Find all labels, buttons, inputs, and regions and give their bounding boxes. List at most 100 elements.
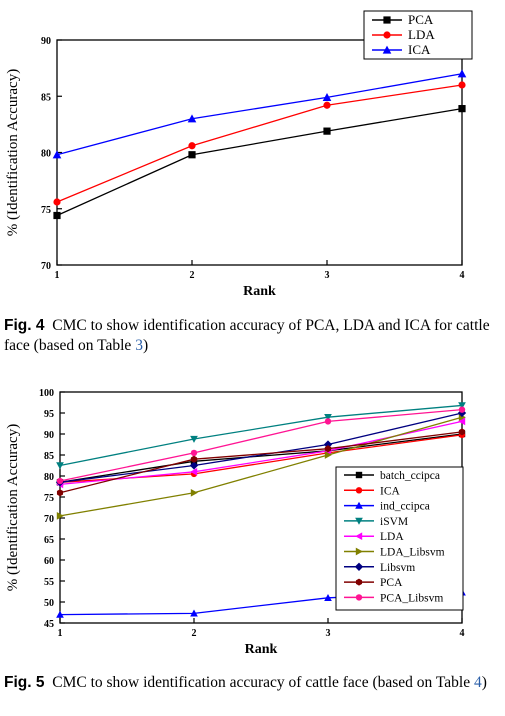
fig4-x-tick-label: 4	[460, 270, 465, 281]
fig4-series-lda	[53, 81, 466, 206]
fig4-y-tick-label: 85	[41, 92, 51, 103]
fig5-legend-marker	[354, 562, 364, 571]
fig5-y-tick-label: 85	[44, 451, 54, 462]
fig5-data-point	[324, 451, 332, 459]
fig4-data-point	[188, 151, 196, 159]
fig5-legend-marker	[355, 532, 363, 541]
fig5-x-tick-label: 4	[460, 628, 465, 639]
fig5-legend-marker	[355, 501, 363, 509]
fig5-legend-label: batch_ccipca	[380, 470, 440, 482]
fig4-legend-marker	[383, 31, 391, 39]
fig5-legend-marker	[355, 487, 363, 494]
fig5-series-pca-libsvm	[56, 406, 466, 485]
fig5-data-point	[190, 449, 198, 457]
fig4-legend-label: ICA	[408, 42, 431, 57]
fig5-legend-marker	[355, 547, 363, 556]
fig4-y-tick-label: 80	[41, 149, 51, 160]
fig4-x-tick-label: 3	[325, 270, 330, 281]
fig4-legend-marker	[383, 16, 391, 24]
fig5-y-tick-label: 90	[44, 430, 54, 441]
fig4-legend-marker	[382, 45, 392, 54]
fig5-data-point	[324, 445, 332, 453]
fig5-data-point	[324, 418, 332, 425]
fig4-x-tick-label: 2	[190, 270, 195, 281]
fig4-data-point	[323, 127, 331, 135]
fig5-series-line	[59, 412, 463, 483]
fig5-legend-label: PCA	[380, 577, 403, 589]
fig5-x-tick-label: 2	[192, 628, 197, 639]
fig5-data-point	[458, 402, 466, 410]
fig4-y-tick-label: 75	[41, 205, 51, 216]
fig5-y-tick-label: 60	[44, 556, 54, 567]
fig4-data-point	[188, 142, 196, 150]
fig5-series-pca	[56, 428, 466, 497]
fig4-y-tick-label: 90	[41, 36, 51, 47]
fig4-y-axis-label: % (Identification Accuracy)	[5, 69, 21, 236]
fig4-data-point	[458, 105, 466, 113]
fig5-data-point	[324, 593, 332, 601]
fig4-data-point	[457, 69, 467, 78]
fig4-series-line	[56, 107, 463, 217]
fig4-series-pca	[53, 105, 466, 220]
fig5-legend-label: LDA	[380, 531, 404, 543]
fig5-y-tick-label: 70	[44, 514, 54, 525]
fig5-data-point	[56, 512, 64, 520]
fig5-legend-label: iSVM	[380, 516, 408, 528]
fig5-legend: batch_ccipca ICA ind_ccipca iSVM LDA LDA_Libs…	[335, 466, 464, 611]
caption-fig5-label: Fig. 5	[4, 674, 45, 691]
fig5-series-line	[59, 416, 463, 517]
fig5-data-point	[190, 467, 198, 476]
caption-fig4-table-ref[interactable]: 3	[135, 337, 143, 354]
caption-fig5-table-ref[interactable]: 4	[473, 674, 482, 691]
fig5-data-point	[323, 440, 333, 449]
fig4-plot-frame	[56, 39, 463, 266]
fig5-data-point	[457, 408, 467, 418]
fig5-series-line	[59, 408, 463, 482]
fig5-data-point	[190, 488, 198, 497]
fig4-data-point	[322, 93, 332, 101]
fig4-series-ica	[52, 69, 467, 159]
fig5-data-point	[458, 417, 466, 426]
fig5-legend-label: ind_ccipca	[380, 501, 430, 513]
fig4-legend-label: PCA	[408, 12, 434, 27]
fig5-data-point	[458, 406, 466, 413]
fig5-y-tick-label: 55	[44, 577, 54, 588]
fig5-legend-label: ICA	[380, 485, 401, 497]
caption-fig4: Fig. 4 CMC to show identification accura…	[4, 316, 499, 356]
fig5-data-point	[190, 455, 198, 463]
fig5-legend-marker	[355, 594, 363, 601]
fig5-legend-label: Libsvm	[380, 562, 415, 574]
fig5-legend-marker	[355, 517, 363, 525]
fig4-series-line	[56, 73, 463, 156]
fig5-data-point	[56, 477, 64, 485]
caption-fig5: Fig. 5 CMC to show identification accura…	[4, 673, 499, 693]
fig5-series-lda-libsvm	[56, 413, 466, 520]
fig5-series-line	[59, 404, 463, 467]
fig5-data-point	[56, 489, 64, 497]
fig4-y-tick-label: 70	[41, 261, 51, 272]
fig5-legend-label: LDA_Libsvm	[380, 547, 445, 559]
fig4-data-point	[187, 114, 197, 123]
fig4-data-point	[323, 101, 331, 109]
fig5-data-point	[190, 609, 198, 617]
fig4-x-axis-label: Rank	[243, 284, 276, 299]
fig4-legend-label: LDA	[408, 27, 435, 42]
chart-fig4: 1 2 3 4 70 75 80 85 90 Rank % (Identification Accu…	[5, 10, 473, 299]
fig5-x-tick-label: 3	[326, 628, 331, 639]
caption-fig4-end: )	[142, 337, 149, 354]
fig4-data-point	[52, 150, 62, 159]
fig5-x-axis-label: Rank	[245, 642, 278, 657]
fig5-data-point	[56, 610, 64, 618]
fig4-series-line	[56, 84, 463, 203]
caption-fig5-end: )	[481, 674, 487, 691]
fig5-data-point	[324, 414, 332, 422]
fig5-data-point	[190, 435, 198, 443]
fig5-y-tick-label: 95	[44, 409, 54, 420]
fig5-series-line	[59, 433, 463, 483]
fig4-x-tick-label: 1	[55, 270, 60, 281]
fig5-y-tick-label: 50	[44, 598, 54, 609]
fig5-y-tick-label: 80	[44, 472, 54, 483]
fig4-data-point	[53, 198, 61, 206]
fig4-data-point	[53, 211, 61, 220]
